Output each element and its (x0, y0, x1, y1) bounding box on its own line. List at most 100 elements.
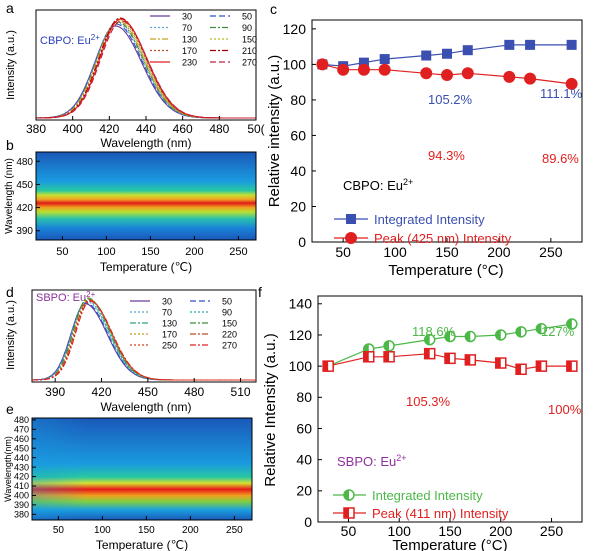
legend-label: 230 (182, 58, 197, 68)
x-tick-label: 50 (335, 244, 351, 260)
x-tick-label: 150 (438, 523, 462, 539)
x-tick-label: 420 (92, 385, 112, 399)
panel-c-ylabel: Relative intensity (a.u.) (266, 55, 283, 208)
x-tick-label: 250 (540, 523, 564, 539)
x-tick-label: 150 (138, 525, 155, 536)
y-tick-label: 390 (16, 226, 33, 237)
panel-c-yticks: 0 20 40 60 80 100 120 (283, 21, 316, 250)
panel-b-heatmap (36, 152, 256, 240)
panel-b-xlabel: Temperature (℃) (100, 260, 192, 274)
y-tick-label: 440 (14, 453, 29, 463)
x-tick-label: 400 (63, 122, 83, 136)
legend-label: 220 (222, 330, 237, 340)
panel-a-curves (35, 17, 256, 119)
data-point-circle (378, 63, 391, 76)
series-line (322, 63, 572, 85)
data-point-square (358, 57, 369, 68)
panel-c-xticks: 50 100 150 200 250 (335, 238, 563, 260)
spectrum-curve (32, 300, 256, 381)
legend-half-circle-fill (344, 490, 349, 500)
x-tick-label: 250 (539, 244, 563, 260)
data-point-circle (337, 63, 350, 76)
panel-c-letter: c (270, 1, 277, 17)
y-tick-label: 390 (14, 500, 29, 510)
panel-b: b 50 100 150 200 250 390 420 450 480 Temperatur… (4, 137, 257, 274)
data-point-half-square-fill (363, 351, 369, 362)
data-point-square (525, 39, 536, 50)
panel-a-xlabel: Wavelength (nm) (101, 136, 192, 150)
x-tick-label: 150 (141, 246, 159, 258)
legend-label: Integrated Intensity (374, 212, 485, 227)
legend-label: 270 (242, 58, 257, 68)
y-tick-label: 60 (296, 420, 312, 436)
y-tick-label: 100 (283, 56, 307, 72)
panel-f-letter: f (258, 284, 262, 300)
panel-f-xticks: 50 100 150 200 250 (341, 518, 564, 539)
y-tick-label: 40 (296, 452, 312, 468)
x-tick-label: 50 (56, 246, 68, 258)
data-point-half-square-fill (495, 358, 501, 369)
panel-f-annotation: 127% (541, 324, 575, 339)
legend-label: 30 (182, 12, 192, 22)
x-tick-label: 440 (136, 122, 156, 136)
data-point-half-circle-fill (384, 340, 390, 351)
x-tick-label: 50 (53, 525, 65, 536)
y-tick-label: 120 (283, 21, 307, 37)
x-tick-label: 250 (229, 246, 247, 258)
panel-f: f 0 20 40 60 80 100 120 140 50 100 150 200 250 118.… (258, 284, 583, 551)
legend-label: 70 (162, 308, 172, 318)
legend-label: Peak (411 nm) Intensity (372, 506, 509, 521)
data-point-circle (461, 67, 474, 80)
x-tick-label: 450 (138, 385, 158, 399)
panel-b-yticks: 390 420 450 480 (16, 157, 40, 237)
data-point-half-circle-fill (566, 319, 572, 330)
y-tick-label: 450 (14, 443, 29, 453)
x-tick-label: 380 (26, 122, 46, 136)
x-tick-label: 460 (173, 122, 193, 136)
legend-label: 70 (182, 23, 192, 33)
x-tick-label: 390 (45, 385, 65, 399)
panel-a-xticks: 380 400 420 440 460 480 50( (26, 116, 265, 136)
data-point-circle (503, 70, 516, 83)
panel-d-frame (31, 289, 257, 383)
legend-label: 270 (222, 341, 237, 351)
panel-e-letter: e (6, 401, 14, 417)
panel-c-xlabel: Temperature (°C) (388, 262, 503, 279)
data-point-half-square-fill (536, 361, 542, 372)
x-tick-label: 100 (94, 525, 111, 536)
legend-label: 50 (242, 12, 252, 22)
y-tick-label: 60 (290, 127, 306, 143)
panel-e-frame (31, 417, 253, 521)
x-tick-label: 200 (182, 525, 199, 536)
data-point-circle (316, 58, 329, 71)
panel-d-curves (31, 297, 256, 381)
panel-d-ylabel: Intensity (a.u.) (5, 300, 17, 370)
y-tick-label: 380 (14, 509, 29, 519)
panel-f-xlabel: Temperature (°C) (392, 537, 507, 551)
panel-d-xlabel: Wavelength (nm) (101, 400, 192, 414)
panel-f-ylabel: Relative Intensity (a.u.) (262, 333, 279, 486)
x-tick-label: 200 (489, 523, 513, 539)
panel-e-xlabel: Temperature (℃) (96, 538, 188, 551)
data-point-half-square-fill (465, 354, 471, 365)
data-point-half-circle-fill (465, 331, 471, 342)
y-tick-label: 480 (16, 157, 33, 168)
x-tick-label: 510 (231, 385, 251, 399)
x-tick-label: 100 (388, 523, 412, 539)
panel-c-annotation: 89.6% (542, 151, 579, 166)
data-point-half-circle-fill (516, 326, 522, 337)
x-tick-label: 200 (487, 244, 511, 260)
spectrum-curve (32, 299, 256, 381)
panel-a-ylabel: Intensity (a.u.) (5, 30, 17, 100)
legend-label: 130 (182, 35, 197, 45)
panel-e: e 50 100 150 200 250 38039040041042043044045… (3, 401, 253, 551)
y-tick-label: 0 (298, 234, 306, 250)
panel-a-frame (35, 9, 257, 121)
legend-label: 250 (162, 341, 177, 351)
data-point-square (379, 54, 390, 65)
panel-a-letter: a (6, 0, 14, 16)
y-tick-label: 100 (289, 358, 313, 374)
